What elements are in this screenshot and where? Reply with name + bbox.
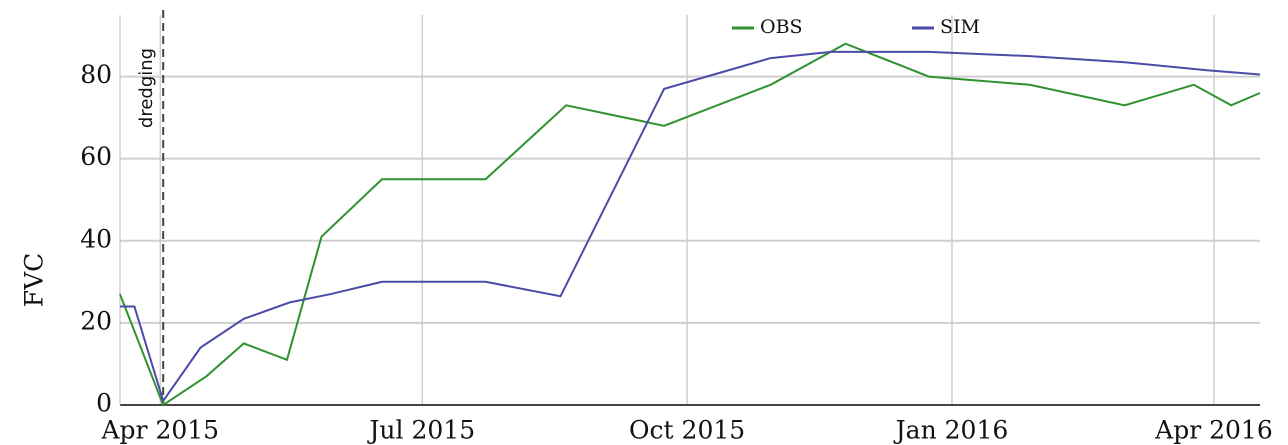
x-tick-label: Apr 2015 [101,416,220,445]
y-tick-label: 80 [80,60,112,89]
series-line [119,42,1261,407]
legend-label: SIM [940,16,980,38]
x-tick-label: Oct 2015 [629,416,745,445]
y-tick-label: 0 [96,389,112,418]
series-line [120,50,1261,404]
x-tick-label: Jul 2015 [366,416,475,445]
y-tick-label: 60 [80,142,112,171]
annotation: dredging [136,48,157,128]
y-tick-label: 20 [80,306,112,335]
x-tick-label: Apr 2016 [1154,416,1273,445]
y-axis-label: FVC [20,253,49,308]
legend-label: OBS [760,16,803,38]
x-tick-label: Jan 2016 [893,416,1009,445]
y-tick-label: 40 [80,224,112,253]
